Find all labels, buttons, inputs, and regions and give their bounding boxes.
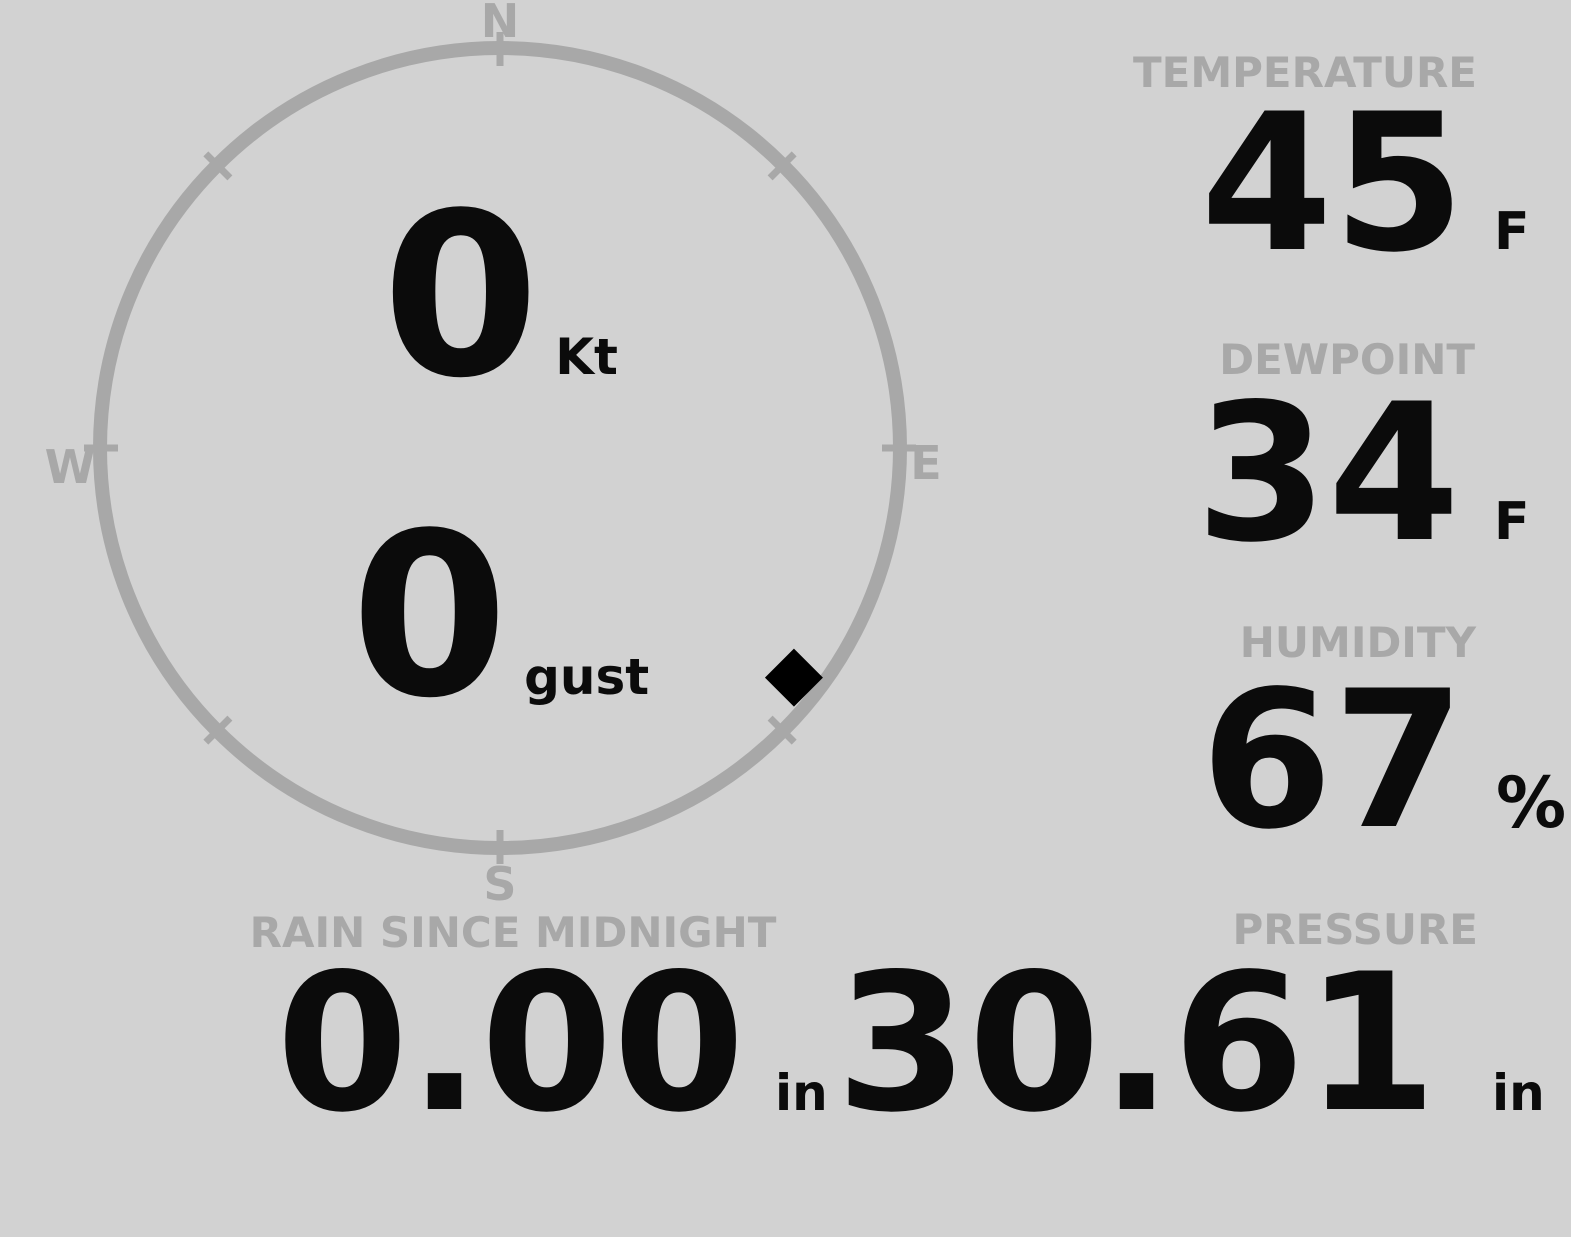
temperature-value: 45 xyxy=(1200,73,1465,294)
compass-label-north: N xyxy=(480,0,520,48)
compass-label-east: E xyxy=(910,436,942,490)
wind-gust-unit: gust xyxy=(524,648,650,706)
humidity-value: 67 xyxy=(1200,650,1465,871)
wind-gust-readout: 0 gust xyxy=(351,504,649,730)
rain-since-midnight-unit: in xyxy=(775,1064,828,1122)
humidity-label: HUMIDITY xyxy=(1239,618,1476,667)
wind-speed-value: 0 xyxy=(382,165,540,428)
wind-direction-marker-icon xyxy=(764,648,823,707)
rain-since-midnight-value: 0.00 xyxy=(276,933,745,1154)
rain-since-midnight-label: RAIN SINCE MIDNIGHT xyxy=(249,908,777,957)
pressure-value: 30.61 xyxy=(836,933,1437,1154)
wind-speed-unit: Kt xyxy=(555,328,618,386)
temperature-label: TEMPERATURE xyxy=(1133,48,1477,97)
compass-tick-marks xyxy=(84,32,916,864)
pressure-unit: in xyxy=(1492,1064,1545,1122)
temperature-unit: F xyxy=(1494,202,1530,262)
wind-speed-readout: 0 Kt xyxy=(382,184,618,410)
compass-label-south: S xyxy=(483,857,517,911)
wind-gust-value: 0 xyxy=(350,485,509,748)
pressure-label: PRESSURE xyxy=(1232,905,1478,954)
dewpoint-value: 34 xyxy=(1195,363,1460,584)
dewpoint-unit: F xyxy=(1494,492,1530,552)
dewpoint-label: DEWPOINT xyxy=(1219,335,1475,384)
humidity-unit: % xyxy=(1496,762,1567,844)
compass-label-west: W xyxy=(44,440,96,494)
